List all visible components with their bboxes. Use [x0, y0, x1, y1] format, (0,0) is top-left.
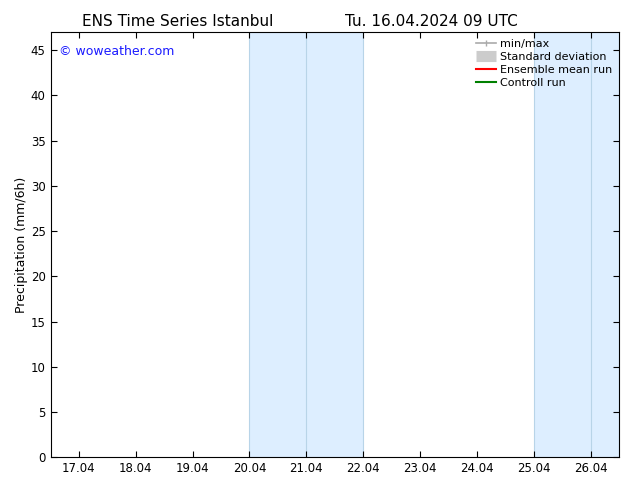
- Legend: min/max, Standard deviation, Ensemble mean run, Controll run: min/max, Standard deviation, Ensemble me…: [471, 34, 617, 92]
- Text: ENS Time Series Istanbul: ENS Time Series Istanbul: [82, 14, 273, 29]
- Bar: [250, 32, 363, 457]
- Text: © woweather.com: © woweather.com: [59, 45, 174, 58]
- Y-axis label: Precipitation (mm/6h): Precipitation (mm/6h): [15, 176, 28, 313]
- Bar: [534, 32, 619, 457]
- Text: Tu. 16.04.2024 09 UTC: Tu. 16.04.2024 09 UTC: [345, 14, 517, 29]
